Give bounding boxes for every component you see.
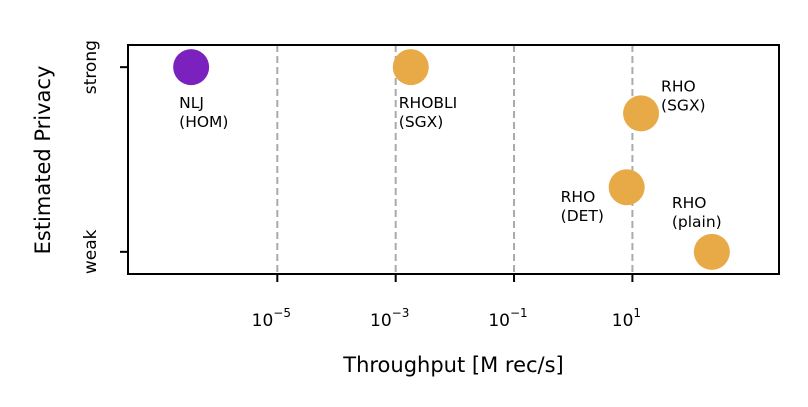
y-tick-label: strong (81, 40, 101, 94)
x-tick-label-base: 10 (252, 311, 274, 331)
y-tick-label: weak (81, 229, 101, 274)
point-label-line: (plain) (672, 213, 722, 231)
x-tick-label-exponent: −1 (510, 306, 528, 320)
x-tick-label-base: 10 (612, 311, 634, 331)
point-label-line: (SGX) (399, 113, 444, 131)
data-point-rho-plain (693, 233, 730, 270)
x-tick-label: 10−5 (252, 306, 291, 331)
point-label-rho-sgx: RHO (SGX) (661, 77, 706, 114)
x-tick-label-exponent: −5 (273, 306, 291, 320)
point-label-rho-plain: RHO (plain) (672, 194, 722, 231)
point-label-line: (HOM) (179, 113, 228, 131)
data-point-rho-det (608, 169, 645, 206)
point-label-line: NLJ (179, 94, 204, 112)
point-label-line: RHO (672, 194, 707, 212)
point-label-line: RHO (561, 188, 596, 206)
point-label-line: (DET) (561, 207, 604, 225)
x-tick-label-exponent: 1 (633, 306, 641, 320)
x-axis-label: Throughput [M rec/s] (342, 353, 564, 377)
y-axis-label: Estimated Privacy (31, 66, 55, 255)
point-label-line: RHOBLI (399, 94, 457, 112)
point-label-rho-det: RHO (DET) (561, 188, 604, 225)
point-label-nlj-hom: NLJ (HOM) (179, 94, 228, 131)
data-points: NLJ (HOM)RHOBLI (SGX)RHO (SGX)RHO (DET)RHO (p… (173, 49, 730, 270)
data-point-nlj-hom (173, 49, 210, 86)
point-label-line: RHO (661, 77, 696, 95)
x-tick-label: 10−1 (488, 306, 527, 331)
x-tick-label-base: 10 (370, 311, 392, 331)
x-tick-label: 10−3 (370, 306, 409, 331)
x-tick-label-base: 10 (488, 311, 510, 331)
point-label-line: (SGX) (661, 96, 706, 114)
point-label-rhobli-sgx: RHOBLI (SGX) (399, 94, 457, 131)
data-point-rhobli-sgx (392, 49, 429, 86)
plot-frame (127, 44, 780, 275)
data-point-rho-sgx (623, 95, 660, 132)
x-tick-label: 101 (612, 306, 641, 331)
grid-lines (276, 45, 634, 274)
x-tick-label-exponent: −3 (392, 306, 410, 320)
